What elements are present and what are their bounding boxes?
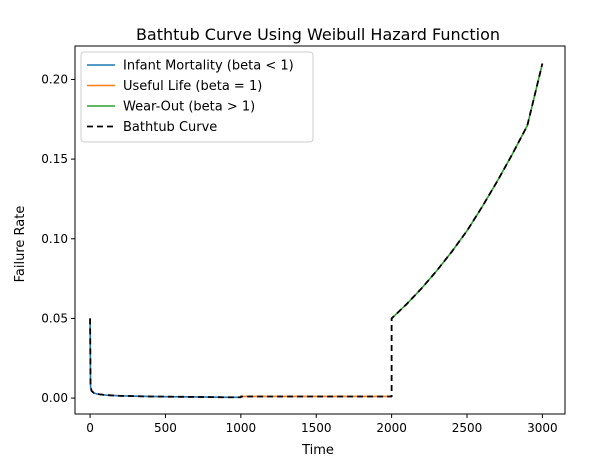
x-tick-label: 1000 (226, 421, 257, 435)
x-tick-label: 2000 (376, 421, 407, 435)
axes-frame (74, 45, 566, 415)
chart-title: Bathtub Curve Using Weibull Hazard Funct… (136, 25, 500, 44)
y-tick-label: 0.20 (41, 72, 68, 86)
y-tick-label: 0.00 (41, 391, 68, 405)
legend-label-0: Infant Mortality (beta < 1) (123, 59, 294, 74)
x-tick-label: 3000 (527, 421, 558, 435)
series-line-0 (89, 318, 241, 399)
y-tick-label: 0.10 (41, 232, 68, 246)
legend: Infant Mortality (beta < 1) Useful Life (… (80, 51, 314, 143)
x-tick-label: 0 (86, 421, 94, 435)
legend-label-2: Wear-Out (beta > 1) (123, 100, 255, 115)
series-line-2 (391, 63, 544, 319)
plot-area (89, 63, 544, 399)
axis-ticks: 0 500 1000 1500 2000 2500 3000 0.00 0.05 0.10 0.15… (41, 72, 557, 435)
x-tick-label: 1500 (301, 421, 332, 435)
series-line-3 (89, 63, 544, 399)
legend-label-3: Bathtub Curve (123, 120, 217, 135)
x-tick-label: 2500 (452, 421, 483, 435)
legend-box (80, 51, 314, 143)
y-tick-label: 0.05 (41, 311, 68, 325)
y-tick-label: 0.15 (41, 152, 68, 166)
x-tick-label: 500 (154, 421, 177, 435)
y-axis-label: Failure Rate (13, 206, 28, 283)
x-axis-label: Time (301, 443, 334, 458)
legend-label-1: Useful Life (beta = 1) (123, 79, 262, 94)
